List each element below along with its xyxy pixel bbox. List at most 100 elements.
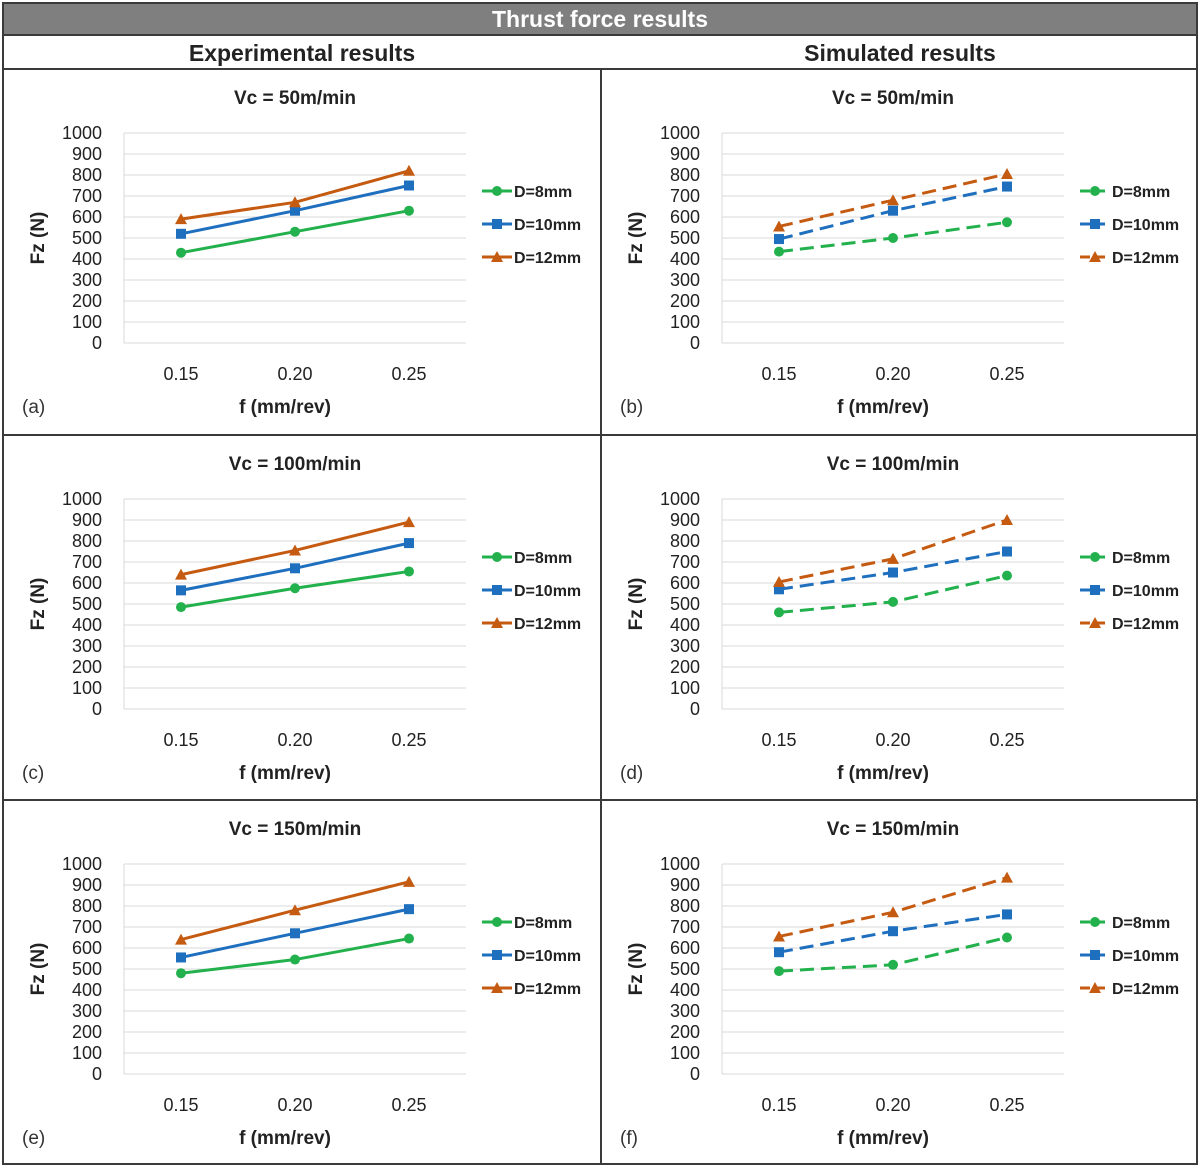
- data-point: [774, 234, 784, 245]
- data-point: [404, 538, 414, 549]
- legend-item: D=10mm: [482, 583, 581, 600]
- legend-label: D=8mm: [1112, 915, 1170, 932]
- data-point: [176, 602, 186, 613]
- y-tick-label: 200: [670, 1022, 700, 1042]
- grid-divider-horizontal: [4, 799, 1196, 801]
- legend-marker: [491, 982, 503, 993]
- legend-label: D=10mm: [1112, 583, 1179, 600]
- y-tick-label: 600: [72, 207, 102, 227]
- chart-panel-e: Vc = 150m/min 0 100 200 300 400 500 600 700 800 90…: [4, 801, 600, 1165]
- series-D=12mm: [773, 871, 1013, 942]
- data-point: [887, 552, 899, 564]
- series-D=10mm: [176, 180, 414, 239]
- y-axis-label: Fz (N): [28, 578, 49, 631]
- line-chart: Vc = 50m/min 0100200300400500600700800900…: [620, 88, 1179, 418]
- panel-label: (c): [22, 763, 44, 784]
- y-tick-label: 800: [670, 896, 700, 916]
- data-point: [1002, 909, 1012, 920]
- series-D=12mm: [175, 164, 415, 225]
- y-tick-label: 500: [72, 228, 102, 248]
- y-tick-label: 700: [670, 917, 700, 937]
- series-D=10mm: [774, 181, 1012, 245]
- series-D=12mm: [175, 875, 415, 945]
- figure-title: Thrust force results: [2, 2, 1198, 36]
- data-point: [176, 585, 186, 596]
- chart-panel-c: Vc = 100m/min 0 100 200 300 400 500 600 700 800 90…: [4, 436, 600, 800]
- series-D=8mm: [774, 570, 1012, 618]
- x-tick-label: 0.25: [391, 730, 426, 750]
- x-tick-label: 0.25: [391, 364, 426, 384]
- x-tick-label: 0.25: [391, 1095, 426, 1115]
- data-point: [175, 213, 187, 225]
- x-tick-label: 0.20: [277, 364, 312, 384]
- x-axis-label: f (mm/rev): [837, 397, 929, 418]
- y-tick-label: 900: [72, 875, 102, 895]
- x-tick-label: 0.15: [163, 1095, 198, 1115]
- data-point: [403, 875, 415, 887]
- x-tick-label: 0.20: [875, 730, 910, 750]
- data-point: [1001, 514, 1013, 525]
- chart-panel-f: Vc = 150m/min 0 100 200 300 400 500 600 700 800 90…: [602, 801, 1198, 1165]
- series-D=8mm: [774, 217, 1012, 257]
- legend-label: D=10mm: [1112, 948, 1179, 965]
- x-tick-label: 0.15: [761, 364, 796, 384]
- data-point: [888, 959, 898, 970]
- legend-marker: [1090, 186, 1100, 196]
- x-tick-label: 0.15: [163, 364, 198, 384]
- y-tick-label: 800: [72, 531, 102, 551]
- y-tick-label: 200: [72, 657, 102, 677]
- y-tick-label: 100: [72, 1043, 102, 1063]
- line-chart: Vc = 150m/min 010020030040050060070080090…: [620, 819, 1179, 1149]
- data-point: [1002, 546, 1012, 557]
- data-point: [1002, 570, 1012, 581]
- legend-item: D=10mm: [1080, 217, 1179, 234]
- x-tick-label: 0.25: [989, 730, 1024, 750]
- y-tick-label: 500: [670, 959, 700, 979]
- x-tick-label: 0.20: [277, 730, 312, 750]
- y-tick-label: 600: [72, 938, 102, 958]
- line-chart: Vc = 100m/min 010020030040050060070080090…: [22, 454, 581, 784]
- data-point: [774, 947, 784, 958]
- y-tick-label: 200: [72, 1022, 102, 1042]
- series-D=8mm: [176, 205, 414, 258]
- y-tick-label: 100: [670, 1043, 700, 1063]
- legend-label: D=12mm: [1112, 616, 1179, 633]
- data-point: [888, 596, 898, 607]
- y-axis-label: Fz (N): [28, 212, 49, 265]
- panel-label: (a): [22, 397, 45, 418]
- y-axis-label: Fz (N): [626, 212, 647, 265]
- chart-title: Vc = 150m/min: [827, 819, 960, 840]
- line-chart: Vc = 100m/min 010020030040050060070080090…: [620, 454, 1179, 784]
- data-point: [290, 205, 300, 216]
- y-tick-label: 400: [72, 980, 102, 1000]
- series-D=8mm: [774, 932, 1012, 977]
- y-axis-label: Fz (N): [626, 578, 647, 631]
- legend-marker: [1090, 552, 1100, 562]
- data-point: [175, 568, 187, 580]
- y-tick-label: 1000: [660, 854, 700, 874]
- legend-marker: [1090, 917, 1100, 927]
- data-point: [290, 583, 300, 594]
- y-tick-label: 0: [690, 699, 700, 719]
- series-D=12mm: [175, 516, 415, 580]
- legend-marker: [492, 950, 502, 960]
- legend-marker: [1090, 950, 1100, 960]
- x-axis-label: f (mm/rev): [239, 397, 331, 418]
- y-tick-label: 500: [670, 594, 700, 614]
- legend-item: D=8mm: [1080, 184, 1170, 201]
- y-tick-label: 700: [670, 552, 700, 572]
- x-axis-label: f (mm/rev): [239, 1128, 331, 1149]
- data-point: [404, 180, 414, 191]
- x-axis-label: f (mm/rev): [837, 763, 929, 784]
- y-tick-label: 300: [72, 1001, 102, 1021]
- chart-panel-b: Vc = 50m/min 0 100 200 300 400 500 600 700 800 900…: [602, 70, 1198, 434]
- y-tick-label: 1000: [660, 489, 700, 509]
- data-point: [404, 904, 414, 915]
- data-point: [1001, 167, 1013, 179]
- series-D=12mm: [773, 167, 1013, 232]
- grid-divider-vertical: [600, 70, 602, 1163]
- y-tick-label: 1000: [62, 489, 102, 509]
- data-point: [888, 205, 898, 216]
- legend-marker: [492, 585, 502, 595]
- column-headers: Experimental results Simulated results: [2, 36, 1198, 68]
